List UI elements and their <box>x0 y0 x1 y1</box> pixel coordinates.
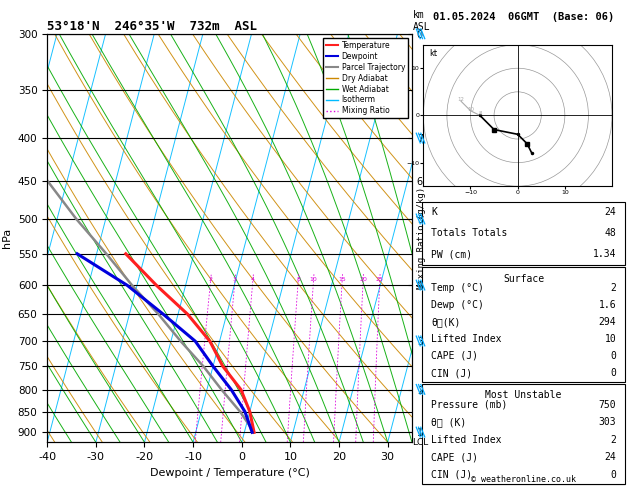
Legend: Temperature, Dewpoint, Parcel Trajectory, Dry Adiabat, Wet Adiabat, Isotherm, Mi: Temperature, Dewpoint, Parcel Trajectory… <box>323 38 408 119</box>
Text: 8: 8 <box>296 278 300 282</box>
Text: Mixing Ratio (g/kg): Mixing Ratio (g/kg) <box>417 187 426 289</box>
Bar <box>423 202 625 265</box>
Text: 10: 10 <box>467 107 474 112</box>
Text: θᴄ(K): θᴄ(K) <box>431 317 460 327</box>
Text: 303: 303 <box>599 417 616 427</box>
Text: 10: 10 <box>309 278 317 282</box>
Text: PW (cm): PW (cm) <box>431 249 472 260</box>
Text: 294: 294 <box>599 317 616 327</box>
Text: 24: 24 <box>604 207 616 217</box>
Y-axis label: hPa: hPa <box>2 228 12 248</box>
Text: Temp (°C): Temp (°C) <box>431 283 484 293</box>
Text: LCL: LCL <box>412 438 428 447</box>
Text: km
ASL: km ASL <box>413 10 431 32</box>
Text: Lifted Index: Lifted Index <box>431 435 501 445</box>
Text: 0: 0 <box>611 470 616 480</box>
Text: 2: 2 <box>611 283 616 293</box>
Text: CAPE (J): CAPE (J) <box>431 452 478 462</box>
Text: 48: 48 <box>604 228 616 238</box>
Text: CIN (J): CIN (J) <box>431 470 472 480</box>
Text: 10: 10 <box>604 334 616 344</box>
Text: 20: 20 <box>359 278 367 282</box>
X-axis label: Dewpoint / Temperature (°C): Dewpoint / Temperature (°C) <box>150 468 309 478</box>
Bar <box>423 267 625 382</box>
Text: 1.34: 1.34 <box>593 249 616 260</box>
Text: 8: 8 <box>478 111 482 117</box>
Bar <box>423 384 625 484</box>
Text: 1.6: 1.6 <box>599 300 616 310</box>
Text: 2: 2 <box>208 278 213 282</box>
Text: 4: 4 <box>251 278 255 282</box>
Text: 15: 15 <box>338 278 346 282</box>
Text: 3: 3 <box>233 278 237 282</box>
Text: 53°18'N  246°35'W  732m  ASL: 53°18'N 246°35'W 732m ASL <box>47 20 257 33</box>
Text: 12: 12 <box>457 97 465 102</box>
Text: Lifted Index: Lifted Index <box>431 334 501 344</box>
Text: CAPE (J): CAPE (J) <box>431 351 478 361</box>
Text: 25: 25 <box>376 278 384 282</box>
Text: 2: 2 <box>611 435 616 445</box>
Text: Pressure (mb): Pressure (mb) <box>431 400 508 410</box>
Text: Dewp (°C): Dewp (°C) <box>431 300 484 310</box>
Text: Totals Totals: Totals Totals <box>431 228 508 238</box>
Text: 0: 0 <box>611 351 616 361</box>
Text: kt: kt <box>429 49 437 58</box>
Text: θᴄ (K): θᴄ (K) <box>431 417 466 427</box>
Text: 24: 24 <box>604 452 616 462</box>
Text: K: K <box>431 207 437 217</box>
Text: Surface: Surface <box>503 274 544 284</box>
Text: Most Unstable: Most Unstable <box>486 390 562 400</box>
Text: 0: 0 <box>611 368 616 378</box>
Text: © weatheronline.co.uk: © weatheronline.co.uk <box>471 474 576 484</box>
Text: CIN (J): CIN (J) <box>431 368 472 378</box>
Text: 01.05.2024  06GMT  (Base: 06): 01.05.2024 06GMT (Base: 06) <box>433 12 615 22</box>
Text: 750: 750 <box>599 400 616 410</box>
